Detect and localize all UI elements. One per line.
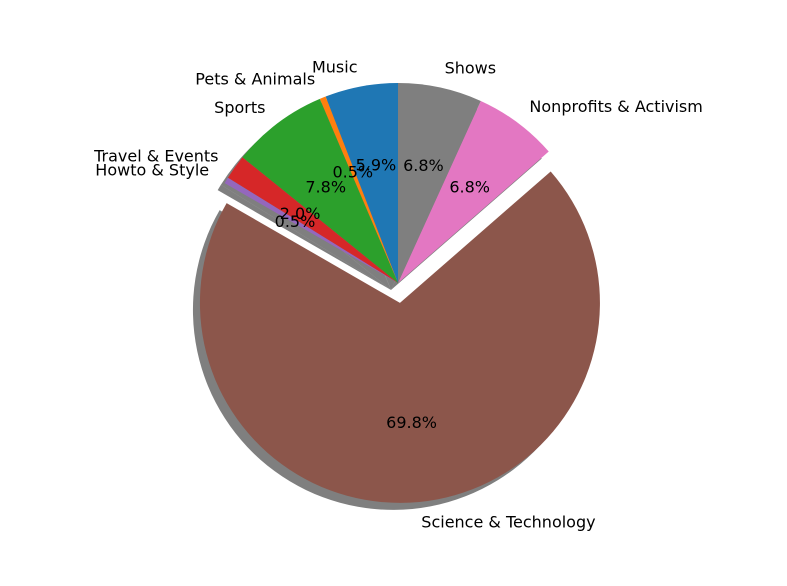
slice-label-music: Music (312, 57, 358, 76)
slice-pets-and-animals (319, 96, 398, 283)
slice-label-sports: Sports (214, 98, 265, 117)
slice-music (325, 83, 398, 283)
slice-label-howto-and-style: Howto & Style (95, 161, 209, 180)
pct-label-shows: 6.8% (403, 156, 444, 175)
slice-science-and-technology (199, 171, 600, 503)
slices (199, 83, 600, 503)
pct-label-travel-and-events: 2.0% (280, 204, 321, 223)
slice-howto-and-style (224, 177, 398, 283)
slice-label-pets-and-animals: Pets & Animals (195, 70, 315, 89)
pct-labels: 5.9%0.5%7.8%2.0%0.5%69.8%6.8%6.8% (275, 156, 490, 432)
slice-shows (398, 83, 481, 283)
slice-nonprofits-and-activism (398, 100, 549, 283)
slice-label-travel-and-events: Travel & Events (93, 146, 218, 165)
pct-label-howto-and-style: 0.5% (275, 212, 316, 231)
pct-label-science-and-technology: 69.8% (386, 413, 437, 432)
pct-label-nonprofits-and-activism: 6.8% (449, 177, 490, 196)
slice-label-shows: Shows (445, 58, 497, 77)
pct-label-pets-and-animals: 0.5% (332, 162, 373, 181)
slice-label-science-and-technology: Science & Technology (421, 512, 595, 531)
pct-label-sports: 7.8% (305, 178, 346, 197)
slice-shadow-howto-and-style (217, 184, 391, 290)
slice-label-nonprofits-and-activism: Nonprofits & Activism (529, 97, 702, 116)
pct-label-music: 5.9% (356, 156, 397, 175)
slice-travel-and-events (227, 157, 398, 283)
slice-sports (242, 98, 398, 283)
